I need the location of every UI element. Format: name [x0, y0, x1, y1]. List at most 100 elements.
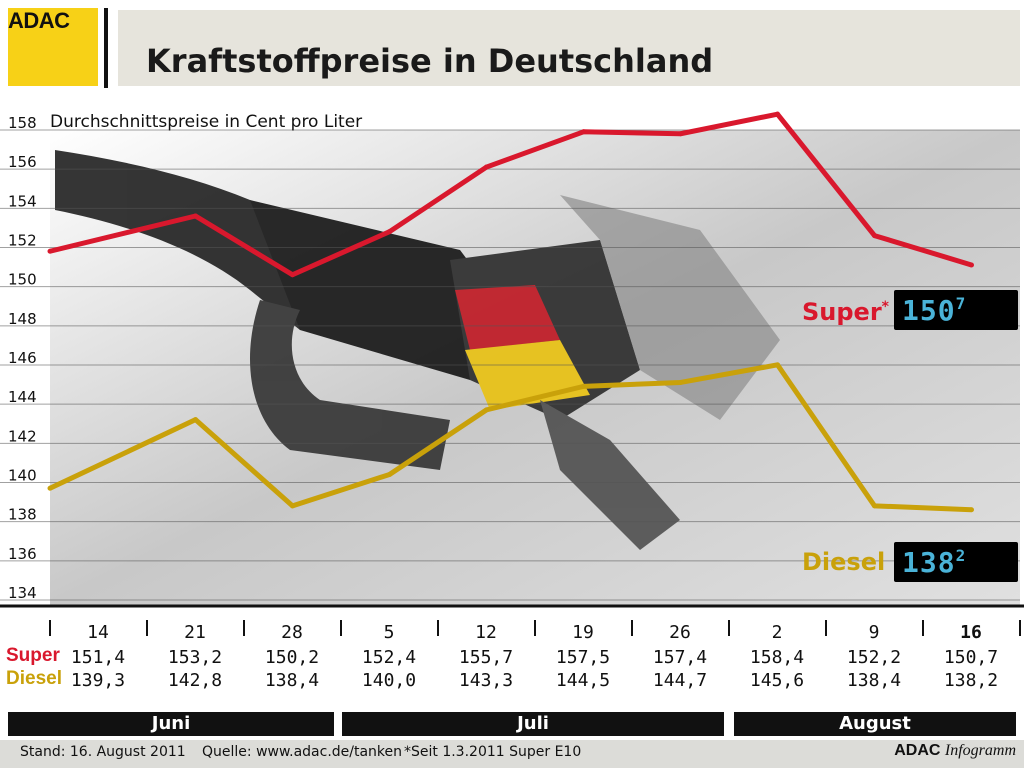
- super-value-5: 157,5: [555, 647, 611, 668]
- super-price-display: 1507: [894, 290, 1018, 330]
- super-value-3: 152,4: [361, 647, 417, 668]
- diesel-value-6: 144,7: [652, 670, 708, 691]
- diesel-value-4: 143,3: [458, 670, 514, 691]
- super-display-main: 150: [902, 294, 956, 327]
- diesel-display-digits: 1382: [902, 546, 966, 579]
- diesel-price-display: 1382: [894, 542, 1018, 582]
- title-divider: [104, 8, 108, 88]
- y-tick-label-140: 140: [8, 467, 37, 485]
- table-label-diesel: Diesel: [6, 668, 62, 689]
- diesel-value-3: 140,0: [361, 670, 417, 691]
- adac-logo: [8, 8, 98, 86]
- y-tick-label-156: 156: [8, 153, 37, 171]
- diesel-value-0: 139,3: [70, 670, 126, 691]
- month-bar-juni: Juni: [8, 712, 334, 736]
- footer-stand: Stand: 16. August 2011: [20, 744, 186, 760]
- diesel-value-5: 144,5: [555, 670, 611, 691]
- grid-lines: [0, 129, 1020, 601]
- footer-bar: [0, 740, 1024, 768]
- series-line-super: [49, 111, 973, 278]
- point-diesel-1: [193, 417, 198, 423]
- y-tick-label-154: 154: [8, 192, 37, 210]
- series-line-diesel: [48, 362, 972, 513]
- y-tick-label-150: 150: [8, 271, 37, 289]
- diesel-display-main: 138: [902, 546, 956, 579]
- point-super-6: [678, 131, 683, 137]
- point-super-7: [775, 111, 780, 117]
- diesel-display-sub: 2: [955, 546, 967, 565]
- x-tick-label-4: 12: [475, 622, 497, 643]
- point-super-9: [969, 262, 974, 268]
- point-diesel-7: [775, 362, 780, 368]
- point-diesel-4: [484, 407, 489, 413]
- table-label-super: Super: [6, 645, 60, 666]
- super-value-7: 158,4: [749, 647, 805, 668]
- super-value-6: 157,4: [652, 647, 708, 668]
- y-axis-ticks: 158 156 154 152 150 148 146 144 142 140 138 136 134: [8, 114, 37, 602]
- diesel-value-9: 138,2: [943, 670, 999, 691]
- x-tick-label-5: 19: [572, 622, 594, 643]
- diesel-value-2: 138,4: [264, 670, 320, 691]
- super-value-2: 150,2: [264, 647, 320, 668]
- diesel-value-7: 145,6: [749, 670, 805, 691]
- y-tick-label-148: 148: [8, 310, 37, 328]
- footer-quelle: Quelle: www.adac.de/tanken: [202, 744, 403, 760]
- point-super-2: [290, 272, 295, 278]
- super-display-digits: 1507: [902, 294, 966, 327]
- point-diesel-0: [47, 485, 53, 491]
- x-tick-label-6: 26: [669, 622, 691, 643]
- x-tick-label-1: 21: [184, 622, 206, 643]
- x-separators: [49, 620, 1021, 636]
- point-super-5: [581, 129, 586, 135]
- super-value-8: 152,2: [846, 647, 902, 668]
- y-tick-label-152: 152: [8, 232, 37, 250]
- point-super-0: [47, 248, 53, 254]
- y-tick-label-146: 146: [8, 349, 37, 367]
- point-super-8: [872, 233, 877, 239]
- point-diesel-5: [581, 383, 586, 389]
- x-tick-label-9: 16: [960, 622, 982, 643]
- super-series-label: Super*: [802, 298, 889, 326]
- super-value-1: 153,2: [167, 647, 223, 668]
- super-value-0: 151,4: [70, 647, 126, 668]
- fuel-nozzle-image: [55, 150, 780, 550]
- super-value-4: 155,7: [458, 647, 514, 668]
- diesel-value-1: 142,8: [167, 670, 223, 691]
- y-tick-label-136: 136: [8, 545, 37, 563]
- adac-logo-text: ADAC: [8, 8, 70, 33]
- x-tick-label-7: 2: [771, 622, 783, 643]
- series-lines: [47, 111, 974, 513]
- chart-title: Kraftstoffpreise in Deutschland: [146, 42, 714, 80]
- y-tick-label-138: 138: [8, 506, 37, 524]
- point-super-3: [387, 229, 392, 235]
- super-asterisk: *: [881, 299, 889, 315]
- month-bar-juli: Juli: [342, 712, 724, 736]
- point-diesel-6: [678, 379, 683, 385]
- super-label-text: Super: [802, 298, 882, 326]
- chart-subtitle: Durchschnittspreise in Cent pro Liter: [50, 112, 363, 132]
- y-tick-label-158: 158: [8, 114, 37, 132]
- point-super-4: [484, 164, 489, 170]
- diesel-value-8: 138,4: [846, 670, 902, 691]
- footer-credit: ADAC Infogramm: [894, 742, 1016, 760]
- diesel-series-label: Diesel: [802, 548, 886, 576]
- y-tick-label-144: 144: [8, 388, 37, 406]
- super-display-sub: 7: [955, 294, 967, 313]
- credit-adac: ADAC: [894, 742, 941, 759]
- y-tick-label-142: 142: [8, 427, 37, 445]
- credit-infogramm: Infogramm: [944, 742, 1016, 759]
- point-super-1: [193, 213, 198, 219]
- y-tick-label-134: 134: [8, 584, 37, 602]
- x-tick-label-3: 5: [383, 622, 395, 643]
- x-tick-label-0: 14: [87, 622, 109, 643]
- title-bar: [118, 10, 1020, 86]
- point-diesel-3: [387, 472, 392, 477]
- x-tick-label-8: 9: [868, 622, 880, 643]
- month-bar-august: August: [734, 712, 1016, 736]
- point-diesel-2: [290, 503, 295, 509]
- super-value-9: 150,7: [943, 647, 999, 668]
- footer-note: *Seit 1.3.2011 Super E10: [404, 744, 582, 760]
- point-diesel-8: [872, 503, 877, 509]
- x-tick-label-2: 28: [281, 622, 303, 643]
